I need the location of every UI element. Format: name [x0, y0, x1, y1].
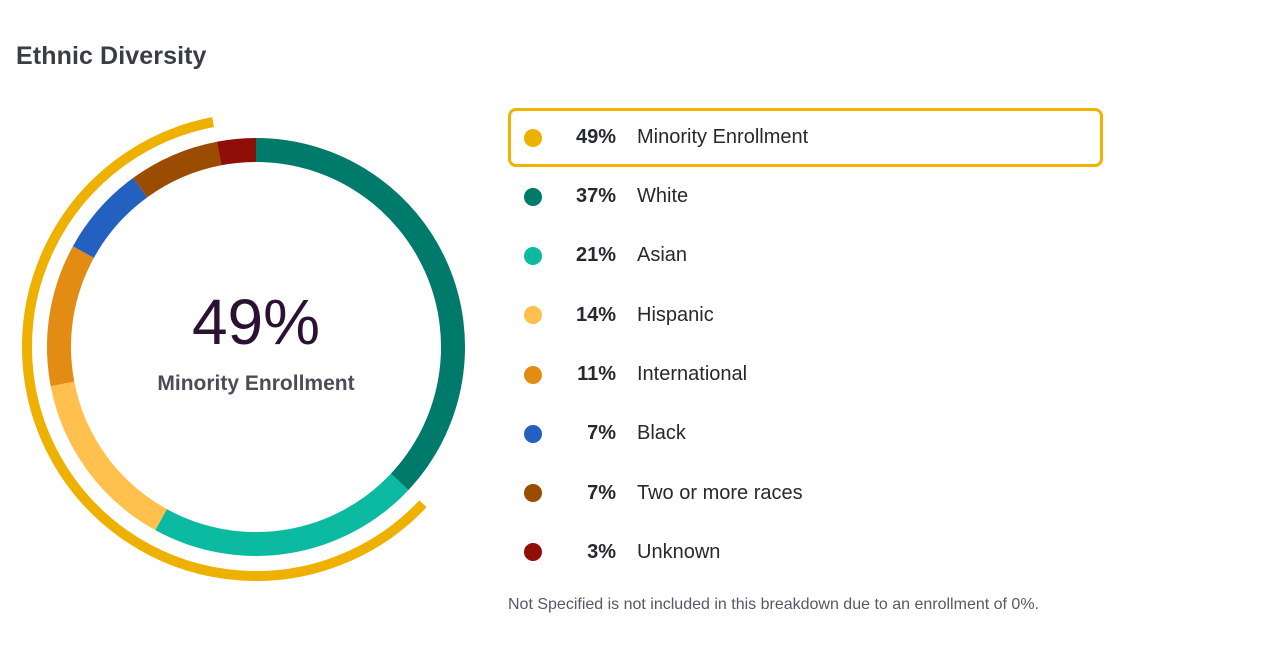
legend-label: Black: [637, 422, 686, 445]
legend-dot: [524, 424, 542, 443]
legend-item-white[interactable]: 37% White: [508, 167, 1103, 226]
legend-list: 49% Minority Enrollment 37% White 21% As…: [508, 108, 1103, 582]
legend-percentage: 11%: [577, 363, 616, 386]
legend-label: Asian: [637, 244, 688, 267]
donut-chart: 49% Minority Enrollment: [0, 100, 500, 600]
legend-dot: [524, 484, 542, 503]
donut-segment-two-or-more-races[interactable]: [133, 141, 222, 198]
legend-dot: [524, 187, 542, 206]
donut-segments: [47, 138, 466, 556]
legend-item-two-or-more-races[interactable]: 7% Two or more races: [508, 463, 1103, 522]
center-percentage: 49%: [191, 286, 321, 358]
legend-percentage: 7%: [587, 481, 616, 504]
legend-percentage: 21%: [575, 244, 616, 267]
legend-label: Unknown: [637, 540, 721, 563]
donut-svg: [22, 117, 466, 582]
donut-segment-asian[interactable]: [155, 473, 409, 556]
legend-item-unknown[interactable]: 3% Unknown: [508, 523, 1103, 582]
legend-item-international[interactable]: 11% International: [508, 345, 1103, 404]
legend-item-hispanic[interactable]: 14% Hispanic: [508, 286, 1103, 345]
legend-dot: [524, 246, 542, 265]
legend-percentage: 49%: [575, 126, 616, 148]
legend-label: White: [637, 185, 689, 208]
section-title: Ethnic Diversity: [16, 42, 207, 70]
legend-dot: [524, 365, 542, 384]
legend-item-black[interactable]: 7% Black: [508, 404, 1103, 463]
legend-dot: [524, 128, 542, 147]
donut-segment-unknown[interactable]: [216, 138, 257, 166]
legend-label: Minority Enrollment: [637, 126, 809, 148]
legend-percentage: 7%: [587, 422, 616, 445]
center-label: Minority Enrollment: [157, 372, 355, 395]
minority-enrollment-arc: [22, 117, 427, 582]
donut-segment-hispanic[interactable]: [50, 381, 168, 531]
legend-dot: [524, 306, 542, 325]
donut-segment-white[interactable]: [255, 138, 466, 491]
legend-label: Hispanic: [637, 303, 714, 326]
legend-label: International: [637, 363, 748, 386]
legend-label: Two or more races: [637, 481, 803, 504]
legend-percentage: 14%: [575, 303, 616, 326]
legend-dot: [524, 543, 542, 562]
legend-item-asian[interactable]: 21% Asian: [508, 226, 1103, 285]
donut-segment-international[interactable]: [47, 246, 94, 387]
legend-percentage: 37%: [575, 185, 616, 208]
footnote: Not Specified is not included in this br…: [508, 596, 1039, 613]
legend-item-minority-enrollment[interactable]: 49% Minority Enrollment: [508, 108, 1103, 167]
donut-segment-black[interactable]: [72, 177, 148, 259]
legend-percentage: 3%: [587, 540, 616, 563]
